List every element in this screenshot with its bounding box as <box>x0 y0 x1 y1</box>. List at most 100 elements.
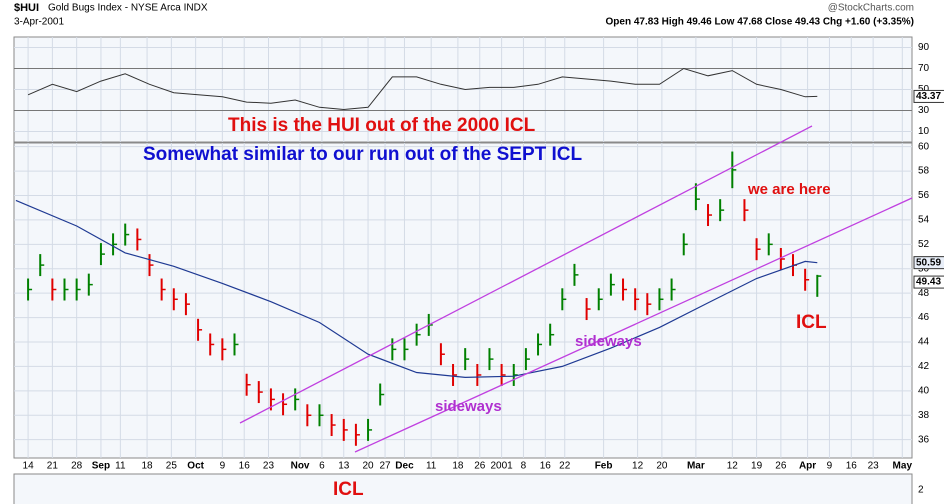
price-bar <box>112 233 118 256</box>
x-tick-label: 16 <box>239 461 251 472</box>
price-bar <box>51 278 57 301</box>
x-tick-label: 20 <box>656 461 668 472</box>
price-bar <box>209 333 215 356</box>
price-bar <box>318 404 324 427</box>
x-tick-label: 28 <box>71 461 83 472</box>
price-bar <box>221 338 227 361</box>
x-tick-label: Sep <box>92 461 110 472</box>
price-bar <box>707 204 713 227</box>
x-tick-label: 12 <box>727 461 739 472</box>
price-bar <box>452 363 458 386</box>
y-tick-label: 36 <box>918 434 930 445</box>
price-bar <box>330 414 336 437</box>
price-bar <box>439 343 445 366</box>
price-bar <box>500 363 506 386</box>
x-tick-label: 11 <box>426 461 437 472</box>
price-bar <box>184 293 190 316</box>
price-bar <box>172 288 178 311</box>
price-bar <box>682 233 688 256</box>
headline: This is the HUI out of the 2000 ICL <box>228 115 536 136</box>
price-bar <box>415 323 421 346</box>
price-bar <box>367 418 373 441</box>
quote: Open 47.83 High 49.46 Low 47.68 Close 49… <box>606 17 914 28</box>
price-tag <box>913 275 944 289</box>
price-bar <box>233 333 239 356</box>
price-bar <box>379 383 385 406</box>
price-bar <box>306 404 312 427</box>
x-tick-label: 16 <box>846 461 858 472</box>
x-tick-label: Mar <box>687 461 705 472</box>
x-tick-label: 26 <box>474 461 486 472</box>
price-bar <box>573 263 579 286</box>
price-bar <box>160 278 166 301</box>
price-bar <box>634 288 640 311</box>
y-tick-label: 38 <box>918 410 930 421</box>
sideways-label: sideways <box>575 333 642 350</box>
price-bar <box>670 278 676 301</box>
icl-label: ICL <box>796 312 827 333</box>
x-tick-label: 2001 <box>490 461 513 472</box>
price-bar <box>609 273 615 296</box>
x-tick-label: Nov <box>291 461 310 472</box>
x-tick-label: 9 <box>827 461 833 472</box>
price-bar <box>148 254 154 277</box>
price-bar <box>804 268 810 291</box>
x-tick-label: 14 <box>23 461 35 472</box>
channel-lower <box>354 197 913 453</box>
price-tag-label: 50.59 <box>916 257 941 268</box>
price-bar <box>646 293 652 316</box>
price-bar <box>39 254 45 277</box>
x-tick-label: 18 <box>142 461 154 472</box>
y-tick-label: 58 <box>918 166 930 177</box>
title: Gold Bugs Index - NYSE Arca INDX <box>48 3 208 14</box>
price-bar <box>27 278 33 301</box>
sideways-label: sideways <box>435 398 502 415</box>
price-bar <box>136 228 142 251</box>
subhead: Somewhat similar to our run out of the S… <box>143 144 583 165</box>
x-tick-label: May <box>893 461 913 472</box>
rsi-tick-label: 90 <box>918 42 930 53</box>
x-tick-label: 9 <box>220 461 226 472</box>
price-bar <box>779 248 785 270</box>
price-bar <box>524 348 530 371</box>
source: @StockCharts.com <box>828 3 914 14</box>
rsi-tick-label: 10 <box>918 126 930 137</box>
price-tag-label: 43.37 <box>916 91 941 102</box>
price-tag-label: 49.43 <box>916 277 941 288</box>
price-bar <box>403 338 409 361</box>
price-bar <box>99 243 105 266</box>
price-tag <box>913 89 944 103</box>
price-bar <box>767 233 773 256</box>
date: 3-Apr-2001 <box>14 17 64 28</box>
y-tick-label: 42 <box>918 361 930 372</box>
price-bar <box>245 373 251 396</box>
price-bar <box>597 288 603 311</box>
rsi-tick-label: 30 <box>918 105 930 116</box>
price-bar <box>537 333 543 356</box>
x-tick-label: Oct <box>187 461 204 472</box>
price-bar <box>75 278 81 301</box>
y-tick-label: 48 <box>918 288 930 299</box>
price-bar <box>816 274 822 297</box>
price-bar <box>658 288 664 311</box>
price-bar <box>464 348 470 371</box>
price-bar <box>354 423 360 446</box>
price-bar <box>197 318 203 341</box>
x-tick-label: 22 <box>559 461 571 472</box>
lower-tick-label: 2 <box>918 485 924 496</box>
price-bar <box>622 278 628 301</box>
y-tick-label: 40 <box>918 385 930 396</box>
x-tick-label: 21 <box>47 461 59 472</box>
x-tick-label: 23 <box>263 461 275 472</box>
x-tick-label: 8 <box>521 461 527 472</box>
x-tick-label: Feb <box>595 461 613 472</box>
price-bar <box>257 381 263 404</box>
price-bar <box>731 151 737 189</box>
price-bar <box>488 348 494 371</box>
rsi-tick-label: 50 <box>918 84 930 95</box>
moving-average <box>15 199 818 379</box>
icl-bottom-label: ICL <box>333 479 364 500</box>
x-tick-label: 25 <box>166 461 178 472</box>
y-tick-label: 54 <box>918 215 930 226</box>
